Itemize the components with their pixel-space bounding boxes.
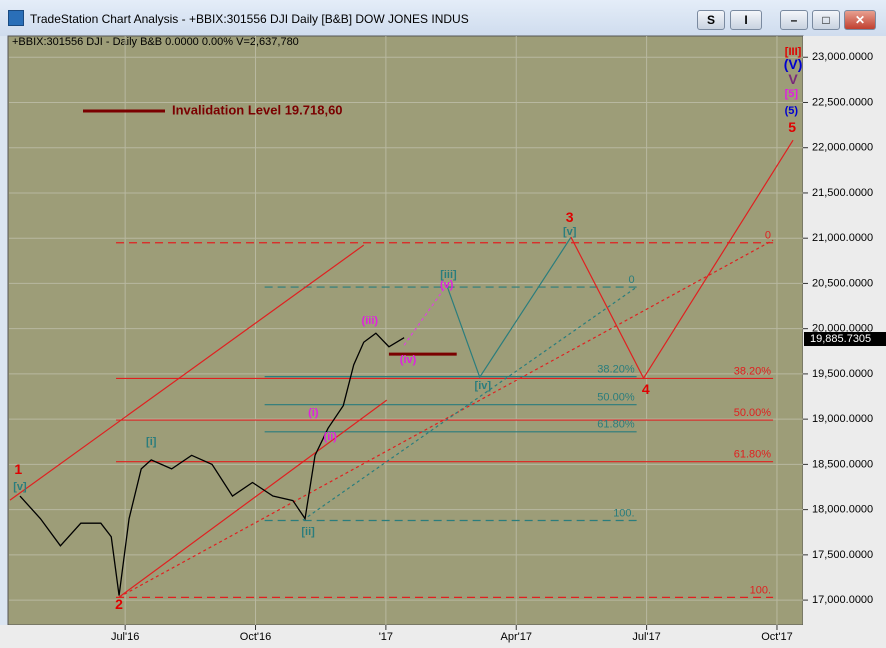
fib-level-label: 61.80% bbox=[597, 419, 635, 431]
wave-label: V bbox=[788, 71, 798, 87]
wave-label: (i) bbox=[308, 407, 319, 419]
y-tick-label: 20,500.0000 bbox=[812, 277, 873, 289]
wave-label: (V) bbox=[784, 56, 803, 72]
wave-label: 5 bbox=[788, 119, 796, 135]
wave-label: (5) bbox=[785, 105, 799, 117]
fib-level-label: 100. bbox=[750, 584, 771, 596]
x-tick-label: Jul'16 bbox=[111, 631, 139, 643]
x-tick-label: Oct'17 bbox=[761, 631, 792, 643]
wave-label: [5] bbox=[785, 88, 799, 100]
y-tick-label: 22,000.0000 bbox=[812, 142, 873, 154]
y-tick-label: 17,500.0000 bbox=[812, 549, 873, 561]
wave-label: (iii) bbox=[362, 315, 379, 327]
last-price-label: 19,885.7305 bbox=[810, 333, 871, 345]
invalidation-label: Invalidation Level 19.718,60 bbox=[172, 102, 343, 117]
y-tick-label: 17,000.0000 bbox=[812, 594, 873, 606]
fib-level-label: 61.80% bbox=[734, 449, 772, 461]
y-tick-label: 19,000.0000 bbox=[812, 413, 873, 425]
close-button[interactable]: ✕ bbox=[844, 10, 876, 30]
trend-line bbox=[9, 244, 365, 501]
wave-label: (v) bbox=[440, 279, 454, 291]
trend-line bbox=[118, 399, 388, 598]
chart-header: +BBIX:301556 DJI - Daily B&B 0.0000 0.00… bbox=[12, 36, 299, 48]
plot-area bbox=[7, 35, 804, 626]
wave-label: (iv) bbox=[400, 354, 417, 366]
style-button[interactable]: S bbox=[697, 10, 725, 30]
y-tick-label: 19,500.0000 bbox=[812, 368, 873, 380]
wave-label: [iii] bbox=[440, 269, 457, 281]
price-line bbox=[19, 332, 405, 596]
info-button[interactable]: I bbox=[730, 10, 762, 30]
minimize-button[interactable]: – bbox=[780, 10, 808, 30]
y-tick-label: 22,500.0000 bbox=[812, 96, 873, 108]
wave-label: [i] bbox=[146, 436, 157, 448]
wave-label: [ii] bbox=[301, 526, 315, 538]
x-tick-label: '17 bbox=[379, 631, 393, 643]
trend-line bbox=[403, 284, 448, 346]
maximize-button[interactable]: □ bbox=[812, 10, 840, 30]
y-tick-label: 21,500.0000 bbox=[812, 187, 873, 199]
wave-label: 2 bbox=[115, 596, 123, 612]
wave-label: 1 bbox=[14, 461, 22, 477]
window-title: TradeStation Chart Analysis - +BBIX:3015… bbox=[30, 12, 469, 26]
trend-line bbox=[118, 239, 774, 598]
trend-line bbox=[446, 236, 572, 379]
y-tick-label: 18,500.0000 bbox=[812, 458, 873, 470]
trend-line bbox=[302, 286, 637, 521]
trend-line bbox=[570, 139, 794, 380]
wave-label: [III] bbox=[785, 46, 802, 58]
fib-level-label: 38.20% bbox=[734, 365, 772, 377]
y-tick-label: 23,000.0000 bbox=[812, 51, 873, 63]
wave-label: [v] bbox=[13, 481, 27, 493]
title-bar: TradeStation Chart Analysis - +BBIX:3015… bbox=[0, 0, 886, 36]
fib-level-label: 50.00% bbox=[597, 392, 635, 404]
wave-label: 4 bbox=[642, 381, 650, 397]
wave-label: (ii) bbox=[324, 431, 338, 443]
y-tick-label: 18,000.0000 bbox=[812, 504, 873, 516]
wave-label: [iv] bbox=[475, 380, 492, 392]
app-icon bbox=[8, 10, 24, 26]
wave-label: 3 bbox=[566, 209, 574, 225]
y-tick-label: 20,000.0000 bbox=[812, 323, 873, 335]
x-tick-label: Apr'17 bbox=[501, 631, 532, 643]
fib-level-label: 0 bbox=[628, 274, 634, 286]
wave-label: [v] bbox=[563, 226, 577, 238]
fib-level-label: 0 bbox=[765, 230, 771, 242]
x-tick-label: Oct'16 bbox=[240, 631, 271, 643]
plot: 0 38.20% 50.00% 61.80% 100. 0 38.20% 50.00% 61.8… bbox=[9, 36, 803, 625]
y-tick-label: 21,000.0000 bbox=[812, 232, 873, 244]
fib-level-label: 50.00% bbox=[734, 407, 772, 419]
last-price-box bbox=[804, 332, 886, 347]
x-tick-label: Jul'17 bbox=[632, 631, 660, 643]
fib-level-label: 100. bbox=[613, 507, 634, 519]
fib-level-label: 38.20% bbox=[597, 364, 635, 376]
x-axis-panel bbox=[0, 625, 803, 648]
